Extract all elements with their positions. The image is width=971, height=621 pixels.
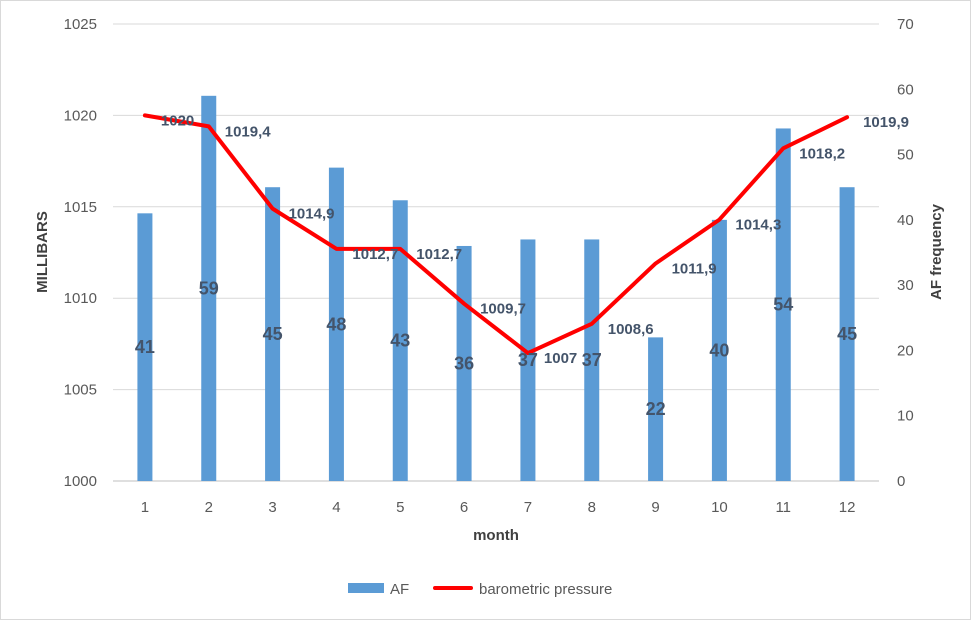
af-bar bbox=[520, 239, 536, 481]
x-tick-label: 1 bbox=[141, 499, 149, 516]
af-bar bbox=[392, 200, 408, 481]
pressure-label: 1011,9 bbox=[672, 260, 717, 277]
left-tick-label: 1020 bbox=[64, 107, 97, 124]
af-bar-label: 22 bbox=[646, 399, 666, 419]
left-axis-ticks: 1000 1005 1010 1015 1020 1025 bbox=[64, 16, 97, 490]
right-tick-label: 10 bbox=[897, 408, 914, 425]
pressure-label: 1018,2 bbox=[799, 145, 845, 162]
right-tick-label: 20 bbox=[897, 342, 914, 359]
x-axis-ticks: 1 2 3 4 5 6 7 8 9 10 11 12 bbox=[141, 499, 856, 516]
x-tick-label: 6 bbox=[460, 499, 468, 516]
pressure-label: 1020 bbox=[161, 112, 194, 129]
right-axis-ticks: 0 10 20 30 40 50 60 70 bbox=[897, 16, 914, 490]
af-bar-label: 54 bbox=[773, 295, 793, 315]
legend-label-af: AF bbox=[390, 581, 409, 598]
af-bars bbox=[137, 95, 855, 482]
left-tick-label: 1010 bbox=[64, 290, 97, 307]
x-tick-label: 5 bbox=[396, 499, 404, 516]
right-tick-label: 40 bbox=[897, 212, 914, 229]
right-tick-label: 50 bbox=[897, 147, 914, 164]
af-bar-label: 45 bbox=[837, 324, 857, 344]
pressure-label: 1012,7 bbox=[352, 246, 398, 263]
x-tick-label: 12 bbox=[839, 499, 856, 516]
left-tick-label: 1015 bbox=[64, 199, 97, 216]
right-tick-label: 0 bbox=[897, 473, 905, 490]
af-bar-label: 40 bbox=[709, 340, 729, 360]
pressure-line-group bbox=[142, 113, 850, 356]
x-tick-label: 3 bbox=[268, 499, 276, 516]
right-tick-label: 30 bbox=[897, 277, 914, 294]
af-bar-label: 37 bbox=[582, 350, 602, 370]
af-bar bbox=[584, 239, 600, 481]
left-tick-label: 1000 bbox=[64, 473, 97, 490]
pressure-label: 1014,9 bbox=[289, 206, 335, 223]
x-tick-label: 9 bbox=[651, 499, 659, 516]
pressure-line bbox=[142, 113, 850, 356]
af-bar bbox=[201, 95, 217, 482]
right-tick-label: 70 bbox=[897, 16, 914, 33]
af-bar bbox=[839, 187, 855, 481]
af-bar bbox=[775, 128, 791, 481]
right-tick-label: 60 bbox=[897, 81, 914, 98]
pressure-label: 1012,7 bbox=[416, 246, 462, 263]
pressure-labels: 1020 1019,4 1014,9 1012,7 1012,7 1009,7 1007 10… bbox=[161, 112, 909, 367]
af-bar-label: 41 bbox=[135, 337, 155, 357]
x-tick-label: 10 bbox=[711, 499, 728, 516]
gridlines bbox=[113, 23, 879, 482]
x-tick-label: 8 bbox=[588, 499, 596, 516]
af-bar bbox=[265, 187, 281, 481]
pressure-label: 1008,6 bbox=[608, 321, 654, 338]
af-bar-label: 48 bbox=[326, 314, 346, 334]
pressure-label: 1007 bbox=[544, 350, 577, 367]
x-tick-label: 7 bbox=[524, 499, 532, 516]
pressure-label: 1009,7 bbox=[480, 301, 526, 318]
pressure-label: 1019,4 bbox=[225, 123, 272, 140]
x-tick-label: 11 bbox=[775, 499, 791, 516]
left-tick-label: 1025 bbox=[64, 16, 97, 33]
af-bar-label: 45 bbox=[263, 324, 283, 344]
legend: AF barometric pressure bbox=[348, 581, 612, 598]
x-tick-label: 4 bbox=[332, 499, 340, 516]
af-bar bbox=[137, 213, 153, 482]
left-tick-label: 1005 bbox=[64, 382, 97, 399]
legend-swatch-af bbox=[348, 583, 384, 593]
af-bar-label: 43 bbox=[390, 331, 410, 351]
legend-label-pressure: barometric pressure bbox=[479, 581, 612, 598]
right-axis-title: AF frequency bbox=[928, 203, 945, 300]
af-bar bbox=[711, 219, 727, 481]
af-bar-label: 37 bbox=[518, 350, 538, 370]
pressure-label: 1019,9 bbox=[863, 114, 909, 131]
af-bar-label: 59 bbox=[199, 278, 219, 298]
left-axis-title: MILLIBARS bbox=[34, 211, 51, 293]
af-bar-labels: 41 59 45 48 43 36 37 37 22 40 54 45 bbox=[135, 278, 857, 419]
af-bar bbox=[648, 337, 664, 481]
x-axis-title: month bbox=[473, 527, 519, 544]
x-tick-label: 2 bbox=[205, 499, 213, 516]
pressure-label: 1014,3 bbox=[735, 217, 781, 234]
af-bar-label: 36 bbox=[454, 353, 474, 373]
